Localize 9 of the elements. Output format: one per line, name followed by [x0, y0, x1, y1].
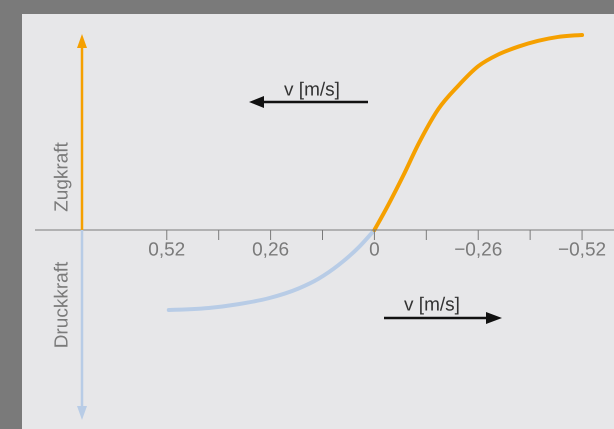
- x-tick-label: −0,26: [454, 239, 502, 260]
- x-tick-label: 0: [369, 239, 380, 260]
- annotation: Druckkraft: [52, 261, 72, 348]
- x-tick-label: −0,52: [558, 239, 606, 260]
- x-tick-label: 0,52: [148, 239, 186, 260]
- annotation: Zugkraft: [52, 141, 72, 212]
- x-tick-label: 0,26: [252, 239, 290, 260]
- annotation: v [m/s]: [284, 80, 340, 100]
- annotation: v [m/s]: [404, 294, 460, 316]
